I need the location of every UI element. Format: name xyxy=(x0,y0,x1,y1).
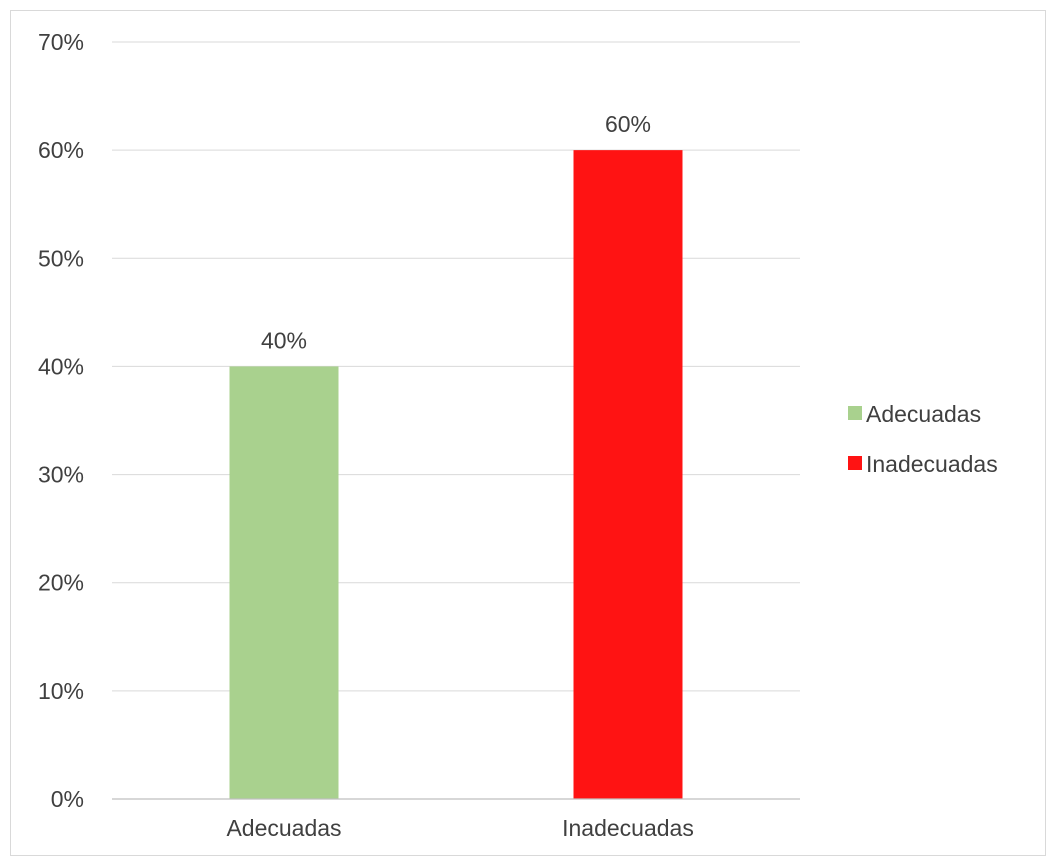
y-tick-label-60: 60% xyxy=(38,137,84,163)
y-tick-label-20: 20% xyxy=(38,570,84,596)
data-label-inadecuadas: 60% xyxy=(605,111,651,137)
legend: Adecuadas Inadecuadas xyxy=(848,401,998,477)
y-tick-label-30: 30% xyxy=(38,462,84,488)
y-axis-tick-labels: 0% 10% 20% 30% 40% 50% 60% 70% xyxy=(38,29,84,812)
gridlines xyxy=(112,41,800,692)
data-labels: 40% 60% xyxy=(261,111,651,353)
legend-swatch-inadecuadas xyxy=(848,456,862,470)
bar-inadecuadas xyxy=(573,150,683,800)
x-axis-category-labels: Adecuadas Inadecuadas xyxy=(226,815,693,841)
legend-label-adecuadas: Adecuadas xyxy=(866,401,981,427)
y-tick-label-50: 50% xyxy=(38,245,84,271)
y-tick-label-10: 10% xyxy=(38,678,84,704)
bar-adecuadas xyxy=(229,366,339,799)
bars xyxy=(229,150,683,800)
x-category-label-adecuadas: Adecuadas xyxy=(226,815,341,841)
y-tick-label-40: 40% xyxy=(38,353,84,379)
y-tick-label-0: 0% xyxy=(51,786,84,812)
chart-frame xyxy=(10,10,1046,856)
data-label-adecuadas: 40% xyxy=(261,327,307,353)
legend-swatch-adecuadas xyxy=(848,406,862,420)
x-category-label-inadecuadas: Inadecuadas xyxy=(562,815,694,841)
y-tick-label-70: 70% xyxy=(38,29,84,55)
legend-label-inadecuadas: Inadecuadas xyxy=(866,451,998,477)
